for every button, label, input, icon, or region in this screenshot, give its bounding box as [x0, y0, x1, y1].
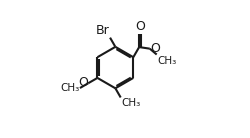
- Text: Br: Br: [96, 24, 110, 37]
- Text: CH₃: CH₃: [60, 83, 80, 93]
- Text: O: O: [135, 20, 145, 33]
- Text: CH₃: CH₃: [121, 98, 141, 108]
- Text: O: O: [150, 42, 160, 55]
- Text: O: O: [78, 76, 88, 89]
- Text: CH₃: CH₃: [157, 56, 176, 66]
